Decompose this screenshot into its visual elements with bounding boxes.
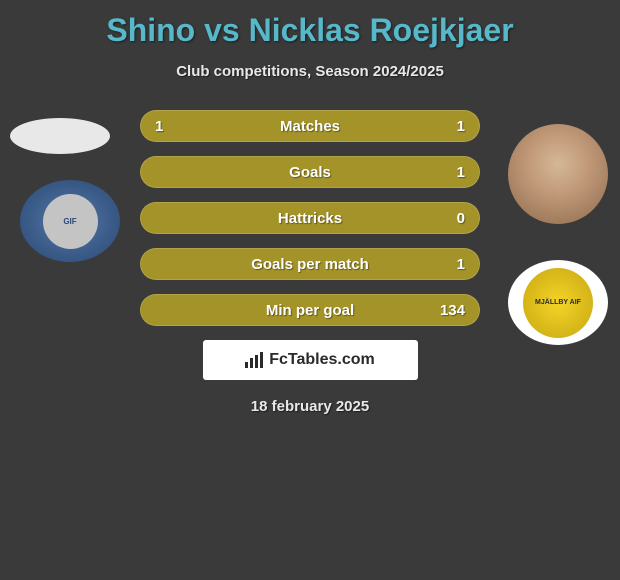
stat-right-value: 1 — [435, 164, 465, 181]
stat-label: Goals — [289, 164, 331, 181]
stat-right-value: 134 — [435, 302, 465, 319]
stat-right-value: 0 — [435, 210, 465, 227]
club-left-badge: GIF — [20, 180, 120, 262]
chart-icon — [245, 352, 263, 368]
stat-label: Goals per match — [251, 256, 369, 273]
stat-row: Goals per match 1 — [140, 248, 480, 280]
stat-label: Min per goal — [266, 302, 354, 319]
player-right-avatar — [508, 124, 608, 224]
player-left-avatar — [10, 118, 110, 154]
club-left-label: GIF — [43, 194, 98, 249]
stat-label: Hattricks — [278, 210, 342, 227]
stat-row: 1 Matches 1 — [140, 110, 480, 142]
branding-label: FcTables.com — [269, 351, 375, 369]
date-label: 18 february 2025 — [0, 398, 620, 415]
stat-right-value: 1 — [435, 256, 465, 273]
subtitle: Club competitions, Season 2024/2025 — [0, 63, 620, 80]
club-right-badge: MJÄLLBY AIF — [508, 260, 608, 345]
stats-container: 1 Matches 1 Goals 1 Hattricks 0 Goals pe… — [140, 110, 480, 326]
club-right-label: MJÄLLBY AIF — [523, 268, 593, 338]
stat-left-value: 1 — [155, 118, 185, 135]
stat-row: Hattricks 0 — [140, 202, 480, 234]
branding-badge: FcTables.com — [203, 340, 418, 380]
comparison-title: Shino vs Nicklas Roejkjaer — [0, 0, 620, 49]
stat-right-value: 1 — [435, 118, 465, 135]
stat-row: Goals 1 — [140, 156, 480, 188]
stat-row: Min per goal 134 — [140, 294, 480, 326]
stat-label: Matches — [280, 118, 340, 135]
